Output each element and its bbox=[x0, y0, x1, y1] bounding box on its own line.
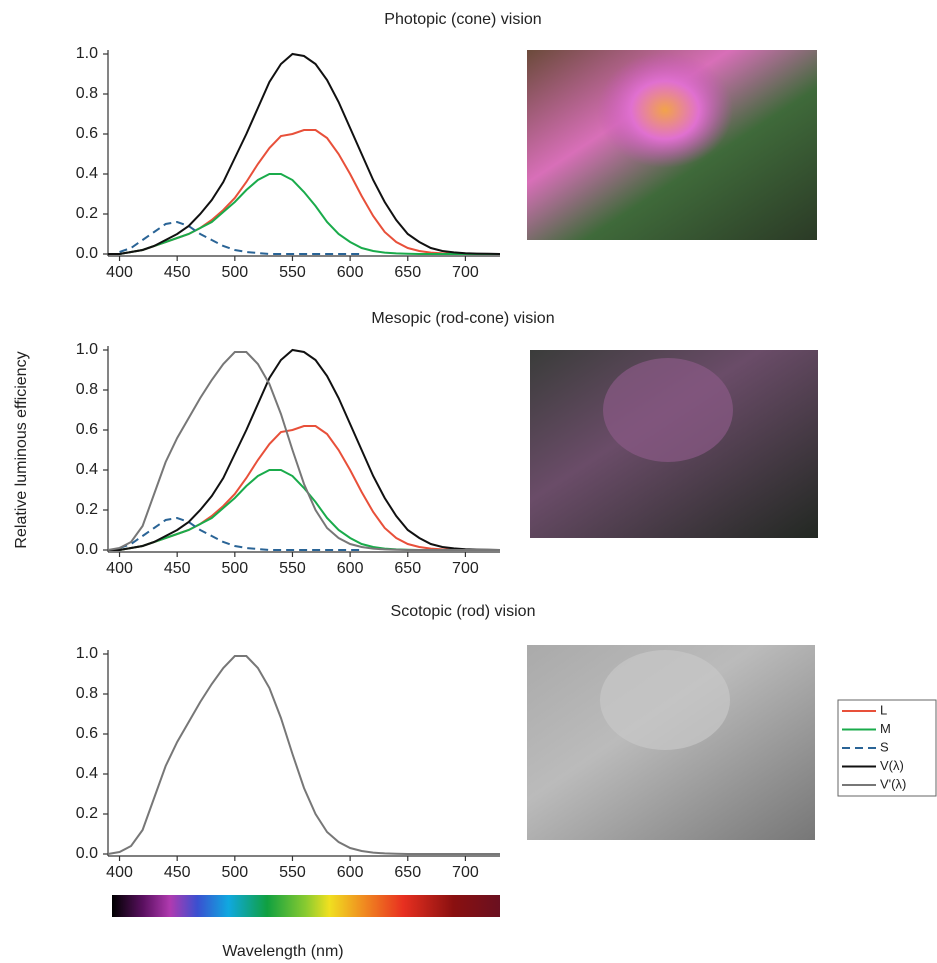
y-tick-label: 0.6 bbox=[76, 725, 98, 742]
x-tick-label: 400 bbox=[106, 560, 133, 577]
y-tick-label: 0.4 bbox=[76, 461, 98, 478]
chart-title: Mesopic (rod-cone) vision bbox=[371, 310, 554, 327]
chart-title: Photopic (cone) vision bbox=[384, 11, 541, 28]
x-tick-label: 500 bbox=[221, 560, 248, 577]
y-tick-label: 0.2 bbox=[76, 205, 98, 222]
x-tick-label: 550 bbox=[279, 560, 306, 577]
x-tick-label: 550 bbox=[279, 864, 306, 881]
y-tick-label: 0.2 bbox=[76, 501, 98, 518]
chart-title: Scotopic (rod) vision bbox=[391, 603, 536, 620]
y-tick-label: 1.0 bbox=[76, 341, 98, 358]
series-line bbox=[119, 220, 362, 255]
x-tick-label: 550 bbox=[279, 264, 306, 281]
y-tick-label: 0.8 bbox=[76, 85, 98, 102]
legend-label: V(λ) bbox=[880, 758, 904, 773]
series-line bbox=[108, 348, 501, 551]
y-tick-label: 0.8 bbox=[76, 381, 98, 398]
spectrum-bar bbox=[112, 895, 500, 917]
photo-photopic bbox=[527, 50, 817, 240]
series-line bbox=[108, 173, 500, 255]
photo-scotopic bbox=[527, 645, 815, 840]
y-tick-label: 0.4 bbox=[76, 165, 98, 182]
y-tick-label: 0.6 bbox=[76, 421, 98, 438]
x-tick-label: 600 bbox=[337, 560, 364, 577]
series-line bbox=[119, 516, 362, 551]
series-line bbox=[107, 655, 500, 855]
legend-label: S bbox=[880, 739, 889, 754]
series-line bbox=[108, 52, 501, 255]
y-tick-label: 0.0 bbox=[76, 845, 98, 862]
y-tick-label: 0.8 bbox=[76, 685, 98, 702]
x-tick-label: 500 bbox=[221, 864, 248, 881]
y-tick-label: 0.2 bbox=[76, 805, 98, 822]
x-tick-label: 450 bbox=[164, 864, 191, 881]
legend-label: M bbox=[880, 721, 891, 736]
y-tick-label: 0.6 bbox=[76, 125, 98, 142]
legend-label: V'(λ) bbox=[880, 776, 906, 791]
photo-mesopic bbox=[530, 350, 818, 538]
x-tick-label: 600 bbox=[337, 864, 364, 881]
y-tick-label: 1.0 bbox=[76, 45, 98, 62]
x-tick-label: 700 bbox=[452, 560, 479, 577]
x-tick-label: 650 bbox=[394, 864, 421, 881]
legend-box bbox=[837, 699, 937, 797]
x-tick-label: 450 bbox=[164, 560, 191, 577]
x-tick-label: 450 bbox=[164, 264, 191, 281]
y-axis-label: Relative luminous efficiency bbox=[13, 351, 30, 548]
legend-label: L bbox=[880, 702, 887, 717]
series-line bbox=[107, 351, 500, 551]
y-tick-label: 1.0 bbox=[76, 645, 98, 662]
y-tick-label: 0.4 bbox=[76, 765, 98, 782]
x-tick-label: 400 bbox=[106, 264, 133, 281]
y-tick-label: 0.0 bbox=[76, 541, 98, 558]
y-tick-label: 0.0 bbox=[76, 245, 98, 262]
x-tick-label: 400 bbox=[106, 864, 133, 881]
x-tick-label: 700 bbox=[452, 864, 479, 881]
x-tick-label: 650 bbox=[394, 264, 421, 281]
x-axis-label: Wavelength (nm) bbox=[222, 943, 343, 960]
x-tick-label: 700 bbox=[452, 264, 479, 281]
x-tick-label: 600 bbox=[337, 264, 364, 281]
x-tick-label: 650 bbox=[394, 560, 421, 577]
x-tick-label: 500 bbox=[221, 264, 248, 281]
